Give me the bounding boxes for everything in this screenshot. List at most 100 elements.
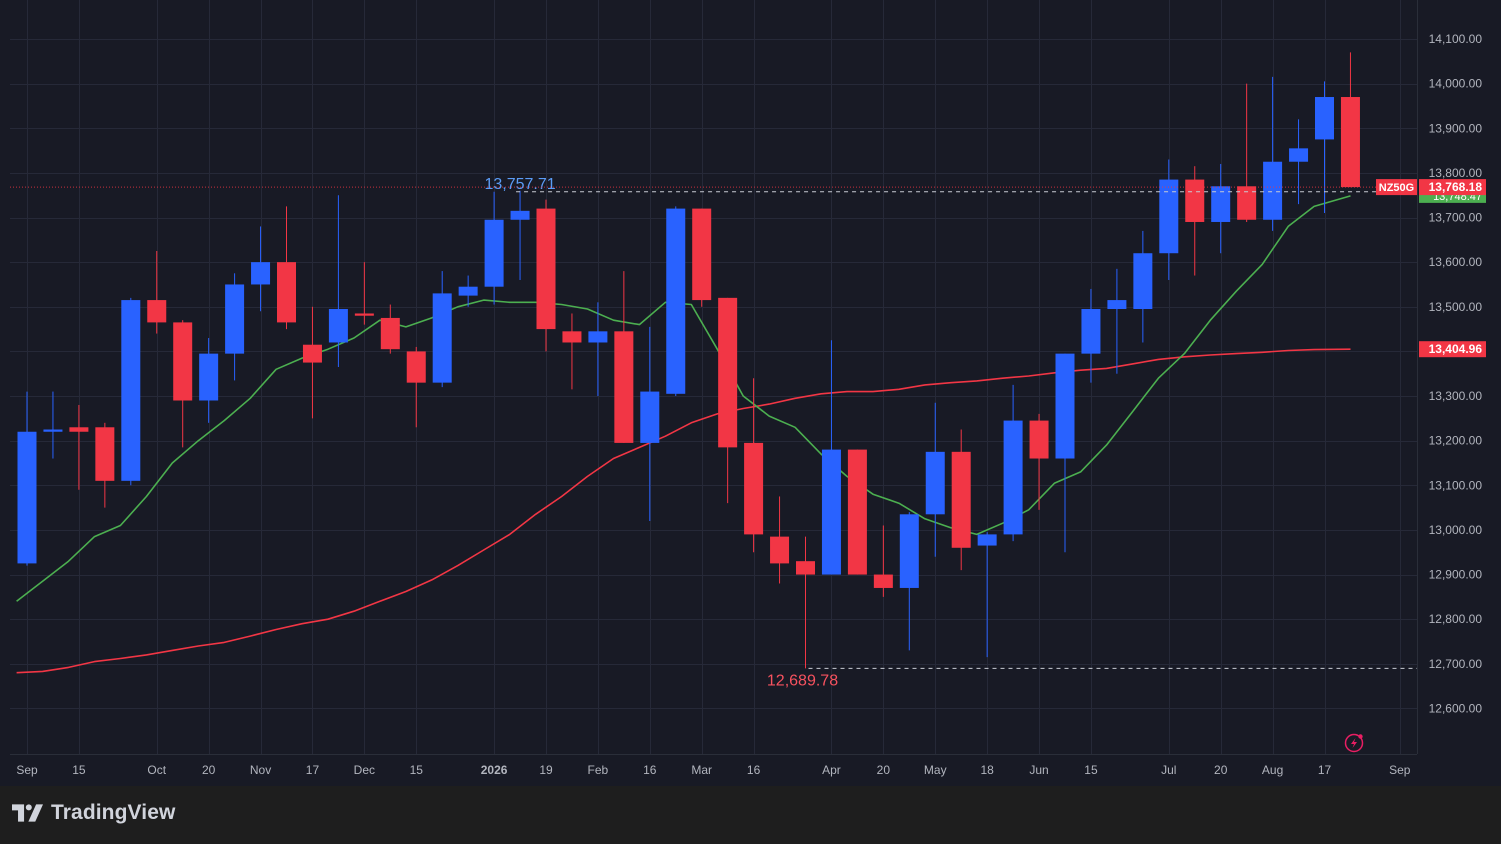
time-tick-label: Sep (1389, 763, 1411, 777)
candle-down (277, 206, 296, 330)
candle-up (251, 226, 271, 312)
ma-slow-price-tag (1419, 341, 1486, 358)
candle-up (1211, 163, 1231, 254)
time-tick-label: Nov (250, 763, 271, 777)
price-axis[interactable]: 14,100.0014,000.0013,900.0013,800.0013,7… (1429, 32, 1483, 715)
candle-down (147, 250, 167, 334)
candle-body (43, 429, 63, 432)
candle-up (1159, 159, 1179, 281)
tradingview-brand[interactable]: TradingView (12, 801, 175, 825)
candle-body (977, 534, 997, 546)
candle-down (173, 320, 193, 448)
chart-area[interactable]: 13,757.71 12,689.78 14,100.00 14,000.00 13,… (0, 0, 1501, 786)
candle-up (1263, 76, 1283, 231)
footer: TradingView (0, 786, 1501, 844)
candle-body (692, 208, 712, 301)
candle-body (536, 208, 556, 330)
price-tick-label: 14,000.00 (1429, 77, 1483, 91)
period-low-label: 12,689.78 (767, 672, 838, 689)
price-tick-label: 13,200.00 (1429, 434, 1483, 448)
candle-down (692, 208, 712, 307)
candle-body (1315, 97, 1334, 140)
candle-body (225, 284, 245, 354)
candle-body (1340, 97, 1360, 188)
candle-body (1107, 300, 1127, 310)
candle-body (1133, 253, 1153, 310)
candle-up (588, 302, 608, 397)
candle-up (640, 326, 660, 522)
candle-body (640, 391, 660, 443)
candle-down (873, 525, 893, 597)
time-tick-label: Apr (822, 763, 841, 777)
candle-body (458, 286, 478, 296)
candle-up (1133, 230, 1153, 343)
candle-down (1340, 52, 1360, 188)
price-tick-label: 13,100.00 (1429, 478, 1483, 492)
candle-down (770, 496, 790, 584)
time-tick-label: 20 (1214, 763, 1228, 777)
candle-down (796, 536, 815, 669)
candle-down (562, 313, 582, 390)
time-tick-label: 16 (643, 763, 657, 777)
price-tick-label: 13,300.00 (1429, 389, 1483, 403)
time-tick-label: Aug (1262, 763, 1283, 777)
candle-body (432, 293, 452, 383)
candle-body (484, 219, 504, 287)
candle-up (925, 402, 945, 557)
time-tick-label: 16 (747, 763, 761, 777)
candle-body (821, 449, 841, 575)
candle-up (43, 391, 63, 459)
price-tick-label: 13,900.00 (1429, 121, 1483, 135)
candle-body (277, 262, 296, 323)
candle-body (354, 313, 374, 316)
candles (17, 52, 1360, 669)
candle-body (510, 210, 530, 220)
candle-up (510, 190, 530, 281)
candle-down (1237, 83, 1257, 222)
candle-body (718, 297, 738, 448)
time-tick-label: Oct (147, 763, 166, 777)
price-tick-label: 13,600.00 (1429, 255, 1483, 269)
symbol-text: NZ50G (1379, 182, 1414, 194)
candle-body (173, 322, 193, 401)
ma-slow-line (16, 348, 1351, 674)
annotations: 13,757.71 12,689.78 (10, 176, 1417, 689)
candle-body (406, 351, 426, 383)
candle-body (951, 451, 971, 548)
last-price-text: 13,768.18 (1429, 180, 1483, 194)
candle-up (1107, 268, 1127, 374)
candle-up (121, 297, 141, 486)
candle-body (1081, 309, 1101, 354)
candle-up (1003, 384, 1023, 542)
candle-body (1289, 148, 1309, 162)
tradingview-logo-icon (12, 804, 43, 822)
time-tick-label: Sep (16, 763, 38, 777)
candle-body (847, 449, 867, 575)
candle-up (432, 271, 452, 388)
candle-up (1289, 119, 1309, 205)
candle-body (251, 262, 271, 285)
candle-body (796, 561, 815, 575)
time-tick-label: 18 (980, 763, 994, 777)
brand-name: TradingView (51, 801, 176, 824)
symbol-tag (1376, 179, 1417, 196)
time-tick-label: Jul (1161, 763, 1176, 777)
grid-lines (10, 0, 1417, 754)
candle-down (614, 271, 634, 443)
time-axis[interactable]: Sep 15 Oct 20 Nov 17 Dec 15 2026 19 Feb 16 Mar 16 Apr 2… (16, 763, 1410, 777)
candle-up (17, 391, 37, 566)
candle-body (199, 353, 219, 401)
candle-up (977, 532, 997, 658)
candle-body (17, 431, 37, 564)
price-tick-label: 14,100.00 (1429, 32, 1483, 46)
ma-slow-price-text: 13,404.96 (1429, 342, 1483, 356)
candle-up (1081, 288, 1101, 383)
candle-body (380, 317, 400, 350)
time-tick-label: May (924, 763, 947, 777)
candlestick-chart[interactable]: 13,757.71 12,689.78 14,100.00 14,000.00 13,… (0, 0, 1501, 786)
time-tick-label: Jun (1029, 763, 1048, 777)
candle-down (69, 404, 89, 490)
lightning-icon[interactable] (1344, 733, 1364, 753)
candle-body (770, 536, 790, 564)
candle-body (1185, 179, 1205, 222)
